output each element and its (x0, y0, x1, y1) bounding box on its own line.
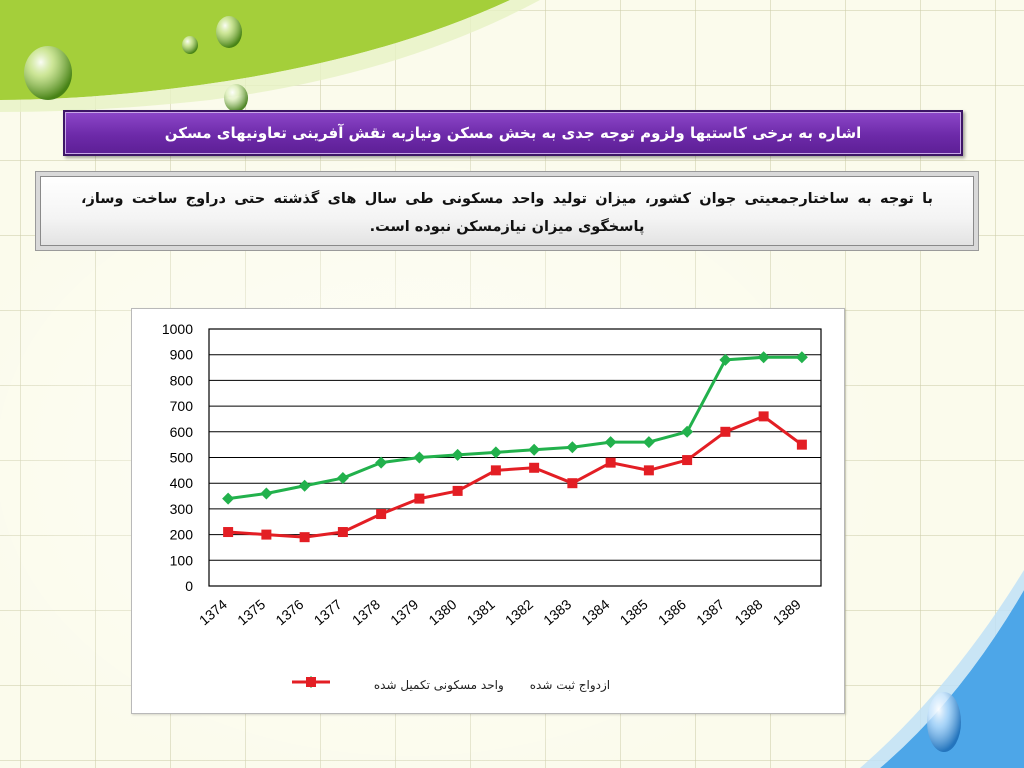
data-point-diamond (298, 479, 311, 492)
legend-item: واحد مسکونی تکمیل شده (292, 677, 504, 692)
x-tick-label: 1380 (425, 596, 459, 628)
y-tick-label: 700 (170, 398, 194, 414)
series-line-1 (227, 355, 802, 501)
y-tick-label: 0 (185, 578, 193, 594)
data-point-square (682, 455, 693, 466)
data-point-square (490, 465, 501, 476)
x-tick-label: 1383 (540, 596, 574, 628)
data-point-diamond (719, 353, 732, 366)
data-point-square (299, 532, 310, 543)
data-point-square (414, 493, 425, 504)
data-point-diamond (681, 425, 694, 438)
data-point-diamond (375, 456, 388, 469)
legend-label: واحد مسکونی تکمیل شده (373, 678, 504, 692)
data-point-square (223, 527, 234, 538)
data-point-square (643, 465, 654, 476)
x-tick-label: 1374 (196, 596, 230, 628)
x-tick-label: 1384 (578, 596, 612, 628)
x-tick-label: 1377 (311, 596, 345, 628)
y-tick-label: 100 (170, 552, 194, 568)
y-tick-label: 1000 (162, 321, 193, 337)
water-drop (224, 84, 248, 112)
data-point-diamond (528, 443, 541, 456)
legend-item: ازدواج ثبت شده (292, 676, 611, 692)
x-tick-label: 1387 (693, 596, 727, 628)
y-tick-label: 500 (170, 450, 194, 466)
data-point-diamond (757, 351, 770, 364)
data-point-square (720, 426, 731, 437)
data-point-diamond (336, 472, 349, 485)
series-line-2 (228, 414, 803, 539)
y-tick-label: 800 (170, 372, 194, 388)
data-point-diamond (566, 441, 579, 454)
data-point-diamond (222, 492, 235, 505)
x-tick-label: 1389 (770, 596, 804, 628)
x-tick-label: 1378 (349, 596, 383, 628)
data-point-square (567, 478, 578, 489)
y-tick-label: 900 (170, 347, 194, 363)
water-drop (24, 46, 72, 100)
y-tick-label: 400 (170, 475, 194, 491)
slide-title: اشاره به برخی کاستیها ولزوم توجه جدی به … (164, 124, 862, 142)
data-point-diamond (489, 446, 502, 459)
data-point-square (605, 457, 616, 468)
body-text-box: با توجه به ساختارجمعیتی جوان کشور، میزان… (40, 176, 974, 246)
x-tick-label: 1381 (464, 596, 498, 628)
data-point-diamond (260, 487, 273, 500)
bottom-right-blue-swoosh (880, 590, 1024, 768)
water-drop (182, 36, 198, 54)
data-point-square (758, 411, 769, 422)
data-point-diamond (604, 436, 617, 449)
slide-title-banner: اشاره به برخی کاستیها ولزوم توجه جدی به … (63, 110, 963, 156)
x-tick-label: 1379 (387, 596, 421, 628)
y-tick-label: 200 (170, 527, 194, 543)
x-tick-label: 1376 (272, 596, 306, 628)
water-drop (216, 16, 242, 48)
plot-area-border (208, 328, 822, 587)
x-tick-label: 1382 (502, 596, 536, 628)
data-point-square (796, 439, 807, 450)
legend-swatch (292, 677, 330, 687)
data-point-square (529, 462, 540, 473)
water-drop (927, 692, 961, 752)
chart-frame: 0 100 200 300 400 500 600 700 800 900 1000 1374 1375… (131, 308, 845, 714)
data-point-square (337, 527, 348, 538)
top-left-green-swoosh-edge (0, 0, 540, 112)
data-point-square (376, 509, 387, 520)
legend-swatch-marker (306, 677, 316, 687)
data-point-diamond (795, 351, 808, 364)
data-point-square (452, 485, 463, 496)
x-tick-label: 1388 (731, 596, 765, 628)
x-tick-label: 1385 (617, 596, 651, 628)
data-point-diamond (413, 451, 426, 464)
line-chart: 0 100 200 300 400 500 600 700 800 900 1000 1374 1375… (162, 321, 822, 628)
legend-label: ازدواج ثبت شده (529, 678, 611, 692)
y-tick-label: 600 (170, 424, 194, 440)
data-point-diamond (451, 448, 464, 461)
x-tick-label: 1386 (655, 596, 689, 628)
data-point-square (261, 529, 272, 540)
data-point-diamond (642, 436, 655, 449)
x-tick-label: 1375 (234, 596, 268, 628)
body-text: با توجه به ساختارجمعیتی جوان کشور، میزان… (81, 191, 933, 235)
top-left-green-swoosh (0, 0, 510, 100)
y-tick-label: 300 (170, 501, 194, 517)
chart-legend: ازدواج ثبت شده واحد مسکونی تکمیل شده (292, 675, 692, 695)
